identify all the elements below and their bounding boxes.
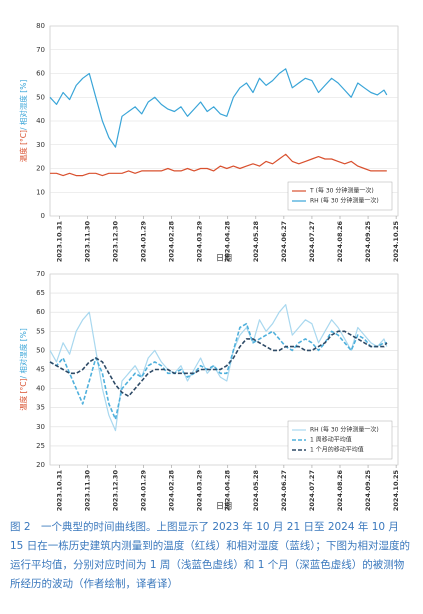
- x-tick-label: 2023.12.30: [111, 470, 119, 512]
- y-tick-label: 40: [36, 117, 45, 125]
- y-tick-label: 50: [36, 346, 45, 354]
- x-tick-label: 2024.06.27: [280, 221, 288, 262]
- y-tick-label: 60: [36, 308, 45, 316]
- legend-label: RH (每 30 分钟测量一次): [310, 426, 379, 434]
- y-tick-label: 20: [36, 461, 45, 469]
- y-axis-label-part: / 相对湿度 [%]: [18, 328, 28, 378]
- y-tick-label: 50: [36, 93, 45, 101]
- x-tick-label: 2024.09.25: [364, 470, 372, 512]
- y-tick-label: 70: [36, 46, 45, 54]
- x-tick-label: 2024.03.29: [196, 470, 204, 512]
- y-tick-label: 80: [36, 22, 45, 30]
- legend-label: RH (每 30 分钟测量一次): [310, 197, 379, 205]
- legend-label: 1 个月的移动平均值: [310, 446, 364, 454]
- y-tick-label: 0: [41, 212, 45, 220]
- x-axis-label: 日期: [216, 502, 232, 511]
- legend-box: [287, 181, 393, 211]
- y-tick-label: 25: [36, 442, 45, 450]
- series-line: [49, 330, 388, 397]
- x-tick-label: 2024.04.28: [224, 470, 232, 512]
- x-tick-label: 2024.01.29: [140, 470, 148, 512]
- x-tick-label: 2024.03.29: [196, 221, 204, 263]
- y-tick-label: 30: [36, 423, 45, 431]
- y-tick-label: 35: [36, 404, 45, 412]
- x-tick-label: 2023.10.31: [55, 470, 63, 512]
- y-tick-label: 55: [36, 327, 45, 335]
- series-line: [50, 153, 387, 177]
- x-tick-label: 2024.02.28: [168, 470, 176, 512]
- y-axis-label-part: / 相对湿度 [%]: [18, 80, 28, 130]
- y-tick-label: 60: [36, 70, 45, 78]
- y-axis-label-part: 温度 [°C]: [18, 378, 28, 410]
- x-tick-label: 2023.10.31: [55, 221, 63, 263]
- x-tick-label: 2024.01.29: [140, 221, 148, 263]
- x-tick-label: 2024.08.26: [336, 470, 344, 512]
- x-tick-label: 2024.05.28: [252, 221, 260, 263]
- y-tick-label: 30: [36, 141, 45, 149]
- y-axis-label-part: 温度 [°C]: [18, 130, 28, 162]
- x-tick-label: 2024.09.25: [364, 221, 372, 263]
- x-tick-label: 2024.02.28: [168, 221, 176, 263]
- y-tick-label: 40: [36, 385, 45, 393]
- series-line: [49, 68, 388, 148]
- caption: 图 2 一个典型的时间曲线图。上图显示了 2023 年 10 月 21 日至 2…: [10, 521, 410, 590]
- series-line: [49, 304, 388, 432]
- legend-label: T (每 30 分钟测量一次): [309, 187, 374, 195]
- y-tick-label: 20: [36, 165, 45, 173]
- x-tick-label: 2024.07.27: [308, 221, 316, 262]
- x-axis-label: 日期: [216, 254, 232, 263]
- y-tick-label: 45: [36, 366, 45, 374]
- y-axis-label: 温度 [°C]/ 相对湿度 [%]: [18, 80, 28, 163]
- x-tick-label: 2024.07.27: [308, 470, 316, 511]
- x-tick-label: 2024.04.28: [224, 221, 232, 263]
- legend-label: 1 周移动平均值: [310, 436, 352, 444]
- y-tick-label: 10: [36, 188, 45, 196]
- series-line: [49, 322, 387, 420]
- y-axis-label: 温度 [°C]/ 相对湿度 [%]: [18, 328, 28, 411]
- x-tick-label: 2024.08.26: [336, 221, 344, 263]
- x-tick-label: 2024.10.25: [392, 470, 400, 512]
- x-tick-label: 2024.06.27: [280, 470, 288, 511]
- y-tick-label: 70: [36, 270, 45, 278]
- x-tick-label: 2024.10.25: [392, 221, 400, 263]
- x-tick-label: 2023.11.30: [83, 221, 91, 263]
- x-tick-label: 2023.12.30: [111, 221, 119, 263]
- y-tick-label: 65: [36, 289, 45, 297]
- x-tick-label: 2024.05.28: [252, 470, 260, 512]
- x-tick-label: 2023.11.30: [83, 470, 91, 512]
